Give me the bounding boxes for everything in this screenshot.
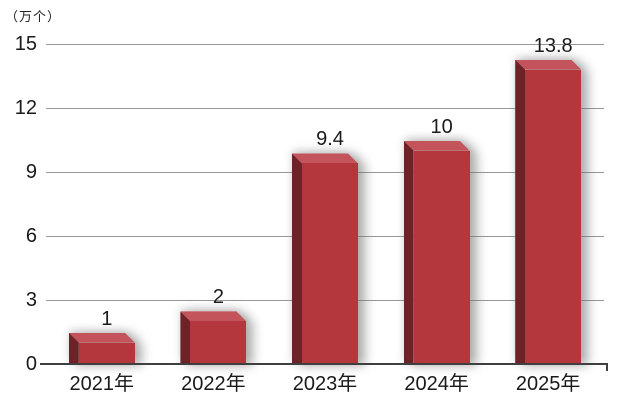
bar (403, 140, 470, 364)
bar-face-side (68, 332, 79, 364)
bar-face-top (515, 60, 581, 70)
bar-value-label: 13.8 (533, 34, 573, 57)
x-axis-line (40, 363, 608, 365)
bar-face-side (515, 59, 526, 364)
bar-face-top (404, 141, 470, 151)
bar-value-label: 1 (101, 307, 113, 330)
bar-value-label: 2 (212, 286, 224, 309)
bar-face-front (525, 69, 582, 364)
x-axis-label: 2022年 (181, 373, 246, 395)
bar-face-side (180, 311, 191, 364)
bar-face-front (413, 150, 470, 364)
y-tick-label: 3 (25, 289, 37, 311)
bar-value-label: 9.4 (316, 128, 344, 151)
gridline (46, 43, 604, 45)
y-tick-label: 0 (25, 353, 37, 375)
x-axis-label: 2021年 (69, 373, 135, 395)
bar-group: 1 (68, 307, 135, 364)
bar-face-side (403, 140, 414, 364)
bar-face-top (292, 153, 358, 163)
y-axis-unit-label: （万个） (5, 9, 62, 24)
y-tick-label: 9 (25, 161, 37, 183)
bar-value-label: 10 (430, 115, 453, 138)
x-axis-label: 2023年 (292, 373, 358, 395)
y-tick-label: 15 (14, 33, 37, 55)
bar (515, 59, 582, 364)
bar-face-top (69, 333, 135, 343)
bar-face-top (180, 311, 246, 321)
bar-group: 10 (403, 115, 470, 364)
bar-group: 13.8 (515, 34, 582, 364)
plot-area: 0 3 6 9 12 15 1 2 9.4 10 13.8 (15, 34, 608, 374)
y-axis-tick-labels: 0 3 6 9 12 15 (15, 34, 604, 374)
bar (180, 311, 247, 364)
bar-series: 1 2 9.4 10 13.8 (46, 36, 604, 364)
bar-face-side (292, 153, 302, 364)
y-tick-label: 6 (25, 225, 37, 247)
gridline (46, 107, 604, 109)
x-axis-label: 2025年 (515, 373, 581, 395)
bar-group: 9.4 (292, 129, 358, 364)
x-axis-end-tick (606, 364, 608, 371)
bar (68, 332, 135, 364)
x-axis-label: 2024年 (404, 373, 469, 395)
y-tick-label: 12 (14, 97, 37, 119)
bar-group: 2 (180, 286, 247, 364)
bar-face-front (78, 342, 135, 364)
bar (292, 153, 358, 364)
x-axis-labels: 2021年 2022年 2023年 2024年 2025年 (46, 372, 604, 396)
bar-face-front (302, 163, 358, 364)
bar-face-front (190, 321, 247, 364)
